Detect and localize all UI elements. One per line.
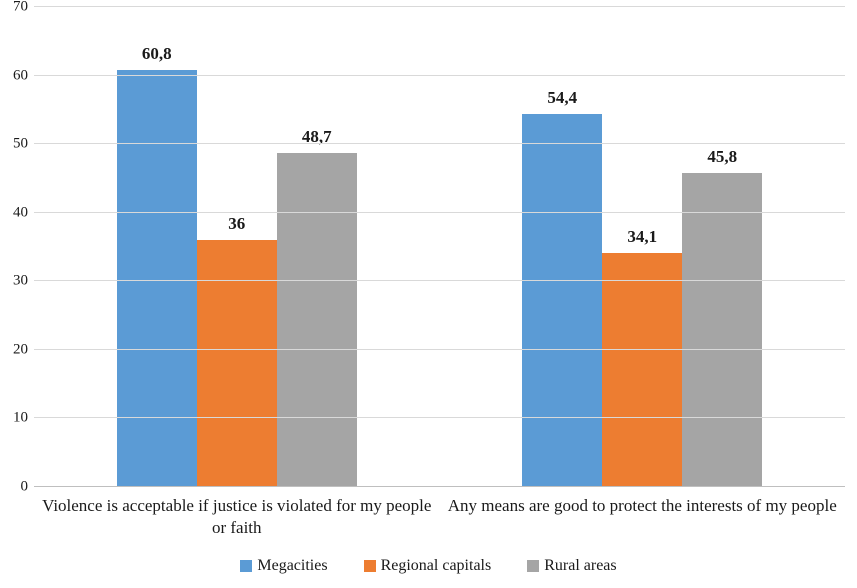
legend-label: Rural areas	[544, 557, 617, 575]
bar-value-label: 48,7	[301, 127, 332, 147]
y-axis: 0 10 20 30 40 50 60 70	[4, 0, 34, 494]
bar-value-label: 54,4	[547, 87, 578, 107]
bar-regional-capitals: 34,1	[602, 7, 683, 487]
legend-item-rural-areas: Rural areas	[527, 557, 617, 575]
bar	[196, 240, 277, 487]
chart-area: 0 10 20 30 40 50 60 70 60,8 36 48,7 54,4 34,1 45,8	[4, 0, 845, 494]
bar-value-label: 60,8	[141, 44, 172, 64]
bar	[602, 253, 683, 487]
gridline	[34, 74, 845, 76]
y-tick-label: 10	[13, 409, 28, 426]
y-tick-label: 50	[13, 135, 28, 152]
gridline	[34, 6, 845, 7]
bar	[682, 172, 763, 487]
gridline	[34, 211, 845, 213]
y-tick-label: 0	[20, 478, 29, 495]
bar-regional-capitals: 36	[196, 7, 277, 487]
legend-swatch-icon	[527, 560, 540, 573]
bar-megacities: 54,4	[522, 7, 603, 487]
y-tick-label: 20	[13, 341, 28, 358]
bar-value-label: 36	[228, 214, 246, 234]
legend: Megacities Regional capitals Rural areas	[0, 557, 857, 575]
gridline	[34, 280, 845, 282]
legend-label: Megacities	[257, 557, 328, 575]
bar-value-label: 34,1	[627, 227, 658, 247]
bar-rural-areas: 45,8	[682, 7, 763, 487]
gridline	[34, 417, 845, 419]
x-category-label: Any means are good to protect the intere…	[447, 496, 837, 515]
legend-item-megacities: Megacities	[240, 557, 328, 575]
y-tick-label: 70	[13, 0, 28, 15]
x-axis-labels: Violence is acceptable if justice is vio…	[0, 487, 857, 539]
bar-megacities: 60,8	[116, 7, 197, 487]
legend-item-regional-capitals: Regional capitals	[363, 557, 492, 575]
y-tick-label: 40	[13, 204, 28, 221]
gridline	[34, 348, 845, 350]
x-category-label: Violence is acceptable if justice is vio…	[42, 496, 432, 538]
y-tick-label: 60	[13, 67, 28, 84]
bar-groups: 60,8 36 48,7 54,4 34,1 45,8	[34, 7, 845, 487]
bar-group: 54,4 34,1 45,8	[440, 7, 846, 487]
plot-area: 60,8 36 48,7 54,4 34,1 45,8	[34, 6, 845, 487]
legend-swatch-icon	[363, 560, 376, 573]
legend-swatch-icon	[240, 560, 253, 573]
x-axis-line	[34, 486, 845, 487]
bar-group: 60,8 36 48,7	[34, 7, 440, 487]
bar-value-label: 45,8	[707, 146, 738, 166]
bar	[522, 113, 603, 487]
legend-label: Regional capitals	[380, 557, 492, 575]
bar	[276, 153, 357, 487]
y-tick-label: 30	[13, 272, 28, 289]
bar	[116, 70, 197, 487]
gridline	[34, 143, 845, 145]
bar-rural-areas: 48,7	[276, 7, 357, 487]
